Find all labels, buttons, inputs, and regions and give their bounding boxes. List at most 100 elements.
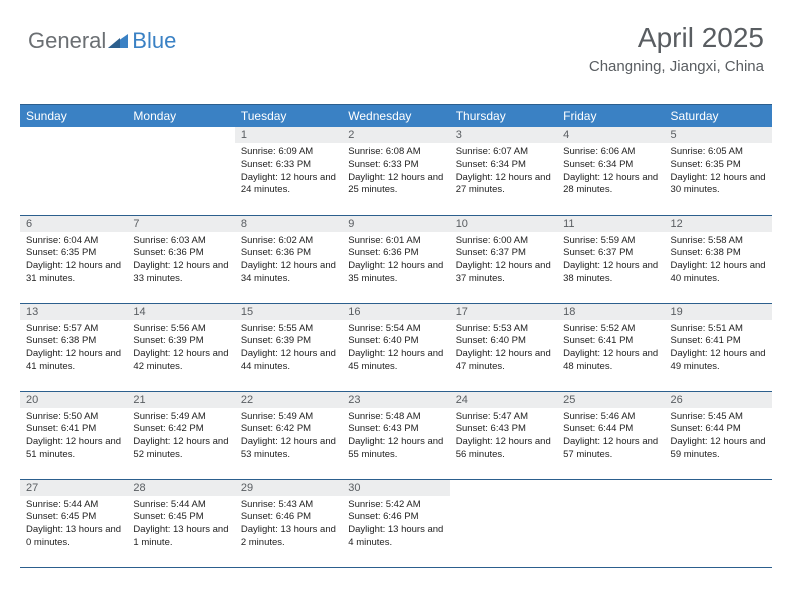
day-sunrise: Sunrise: 6:04 AM: [26, 235, 121, 248]
day-sunrise: Sunrise: 6:09 AM: [241, 146, 336, 159]
day-sunrise: Sunrise: 5:54 AM: [348, 323, 443, 336]
day-number: 5: [665, 127, 772, 143]
weekday-header: Friday: [557, 105, 664, 128]
header-right: April 2025 Changning, Jiangxi, China: [589, 22, 764, 75]
day-number: 21: [127, 392, 234, 408]
calendar-day-cell: 19Sunrise: 5:51 AMSunset: 6:41 PMDayligh…: [665, 303, 772, 391]
day-body: Sunrise: 5:52 AMSunset: 6:41 PMDaylight:…: [557, 320, 664, 378]
calendar-day-cell: 5Sunrise: 6:05 AMSunset: 6:35 PMDaylight…: [665, 127, 772, 215]
day-daylight: Daylight: 12 hours and 35 minutes.: [348, 260, 443, 286]
brand-part2: Blue: [132, 28, 176, 54]
calendar-day-cell: 25Sunrise: 5:46 AMSunset: 6:44 PMDayligh…: [557, 391, 664, 479]
weekday-header: Wednesday: [342, 105, 449, 128]
calendar-week-row: 6 Sunrise: 6:04 AMSunset: 6:35 PM Daylight…: [20, 215, 772, 303]
day-number: 11: [557, 216, 664, 232]
calendar-day-cell: [557, 479, 664, 567]
calendar-day-cell: 27Sunrise: 5:44 AMSunset: 6:45 PMDayligh…: [20, 479, 127, 567]
calendar-day-cell: 12Sunrise: 5:58 AMSunset: 6:38 PMDayligh…: [665, 215, 772, 303]
day-daylight: Daylight: 13 hours and 0 minutes.: [26, 524, 121, 550]
day-number: 6: [20, 216, 127, 232]
day-sunrise: Sunrise: 5:49 AM: [241, 411, 336, 424]
calendar-day-cell: 24Sunrise: 5:47 AMSunset: 6:43 PMDayligh…: [450, 391, 557, 479]
month-title: April 2025: [589, 22, 764, 54]
day-sunset: Sunset: 6:41 PM: [26, 423, 121, 436]
day-body: Sunrise: 5:42 AMSunset: 6:46 PMDaylight:…: [342, 496, 449, 554]
calendar-week-row: 27Sunrise: 5:44 AMSunset: 6:45 PMDayligh…: [20, 479, 772, 567]
calendar-day-cell: 28Sunrise: 5:44 AMSunset: 6:45 PMDayligh…: [127, 479, 234, 567]
day-body: Sunrise: 5:44 AMSunset: 6:45 PMDaylight:…: [20, 496, 127, 554]
day-daylight: Daylight: 12 hours and 51 minutes.: [26, 436, 121, 462]
day-sunrise: Sunrise: 6:07 AM: [456, 146, 551, 159]
calendar-day-cell: [665, 479, 772, 567]
calendar-day-cell: 22Sunrise: 5:49 AMSunset: 6:42 PMDayligh…: [235, 391, 342, 479]
day-daylight: Daylight: 12 hours and 48 minutes.: [563, 348, 658, 374]
day-daylight: Daylight: 12 hours and 47 minutes.: [456, 348, 551, 374]
day-number: 10: [450, 216, 557, 232]
calendar-week-row: 13Sunrise: 5:57 AMSunset: 6:38 PMDayligh…: [20, 303, 772, 391]
calendar-day-cell: 10Sunrise: 6:00 AMSunset: 6:37 PMDayligh…: [450, 215, 557, 303]
day-body: Sunrise: 5:47 AMSunset: 6:43 PMDaylight:…: [450, 408, 557, 466]
calendar-day-cell: 2Sunrise: 6:08 AMSunset: 6:33 PMDaylight…: [342, 127, 449, 215]
day-sunrise: Sunrise: 5:55 AM: [241, 323, 336, 336]
calendar-table: SundayMondayTuesdayWednesdayThursdayFrid…: [20, 104, 772, 568]
day-number: 2: [342, 127, 449, 143]
day-sunset: Sunset: 6:38 PM: [26, 335, 121, 348]
calendar-day-cell: 21Sunrise: 5:49 AMSunset: 6:42 PMDayligh…: [127, 391, 234, 479]
day-sunset: Sunset: 6:35 PM: [26, 247, 121, 260]
day-body: Sunrise: 5:46 AMSunset: 6:44 PMDaylight:…: [557, 408, 664, 466]
calendar-day-cell: 1Sunrise: 6:09 AMSunset: 6:33 PMDaylight…: [235, 127, 342, 215]
day-body: Sunrise: 5:45 AMSunset: 6:44 PMDaylight:…: [665, 408, 772, 466]
day-sunset: Sunset: 6:39 PM: [133, 335, 228, 348]
day-body: Sunrise: 5:51 AMSunset: 6:41 PMDaylight:…: [665, 320, 772, 378]
calendar-day-cell: 11Sunrise: 5:59 AMSunset: 6:37 PMDayligh…: [557, 215, 664, 303]
day-sunset: Sunset: 6:46 PM: [348, 511, 443, 524]
day-daylight: Daylight: 12 hours and 49 minutes.: [671, 348, 766, 374]
location-label: Changning, Jiangxi, China: [589, 58, 764, 75]
day-body: Sunrise: 6:01 AMSunset: 6:36 PMDaylight:…: [342, 232, 449, 290]
day-daylight: Daylight: 12 hours and 40 minutes.: [671, 260, 766, 286]
day-body: Sunrise: 5:56 AMSunset: 6:39 PMDaylight:…: [127, 320, 234, 378]
day-number: 26: [665, 392, 772, 408]
calendar-day-cell: 23Sunrise: 5:48 AMSunset: 6:43 PMDayligh…: [342, 391, 449, 479]
day-sunrise: Sunrise: 5:57 AM: [26, 323, 121, 336]
day-number: 16: [342, 304, 449, 320]
day-daylight: Daylight: 12 hours and 28 minutes.: [563, 172, 658, 198]
calendar-day-cell: 17Sunrise: 5:53 AMSunset: 6:40 PMDayligh…: [450, 303, 557, 391]
day-number: 28: [127, 480, 234, 496]
day-sunrise: Sunrise: 5:50 AM: [26, 411, 121, 424]
day-body: Sunrise: 6:06 AMSunset: 6:34 PMDaylight:…: [557, 143, 664, 201]
day-sunset: Sunset: 6:34 PM: [563, 159, 658, 172]
calendar-header-row: SundayMondayTuesdayWednesdayThursdayFrid…: [20, 105, 772, 128]
day-sunset: Sunset: 6:45 PM: [26, 511, 121, 524]
day-body: Sunrise: 6:03 AMSunset: 6:36 PMDaylight:…: [127, 232, 234, 290]
day-number: 7: [127, 216, 234, 232]
day-daylight: Daylight: 12 hours and 57 minutes.: [563, 436, 658, 462]
calendar-day-cell: 26Sunrise: 5:45 AMSunset: 6:44 PMDayligh…: [665, 391, 772, 479]
day-sunrise: Sunrise: 6:06 AM: [563, 146, 658, 159]
brand-part1: General: [28, 28, 106, 54]
day-body: Sunrise: 5:48 AMSunset: 6:43 PMDaylight:…: [342, 408, 449, 466]
day-number: 4: [557, 127, 664, 143]
day-body: Sunrise: 5:59 AMSunset: 6:37 PMDaylight:…: [557, 232, 664, 290]
day-sunrise: Sunrise: 5:49 AM: [133, 411, 228, 424]
day-sunset: Sunset: 6:41 PM: [671, 335, 766, 348]
calendar-day-cell: [20, 127, 127, 215]
calendar-week-row: 20Sunrise: 5:50 AMSunset: 6:41 PMDayligh…: [20, 391, 772, 479]
day-sunrise: Sunrise: 5:47 AM: [456, 411, 551, 424]
day-sunrise: Sunrise: 5:52 AM: [563, 323, 658, 336]
day-body: Sunrise: 6:00 AMSunset: 6:37 PMDaylight:…: [450, 232, 557, 290]
day-sunset: Sunset: 6:40 PM: [456, 335, 551, 348]
day-body: Sunrise: 6:08 AMSunset: 6:33 PMDaylight:…: [342, 143, 449, 201]
day-daylight: Daylight: 12 hours and 42 minutes.: [133, 348, 228, 374]
day-sunset: Sunset: 6:35 PM: [671, 159, 766, 172]
day-body: Sunrise: 5:49 AMSunset: 6:42 PMDaylight:…: [127, 408, 234, 466]
day-sunrise: Sunrise: 5:59 AM: [563, 235, 658, 248]
day-sunset: Sunset: 6:38 PM: [671, 247, 766, 260]
day-sunset: Sunset: 6:33 PM: [241, 159, 336, 172]
day-sunrise: Sunrise: 6:01 AM: [348, 235, 443, 248]
day-sunset: Sunset: 6:44 PM: [563, 423, 658, 436]
day-sunset: Sunset: 6:37 PM: [563, 247, 658, 260]
day-sunrise: Sunrise: 5:44 AM: [133, 499, 228, 512]
calendar-body: 1Sunrise: 6:09 AMSunset: 6:33 PMDaylight…: [20, 127, 772, 567]
day-sunrise: Sunrise: 6:05 AM: [671, 146, 766, 159]
